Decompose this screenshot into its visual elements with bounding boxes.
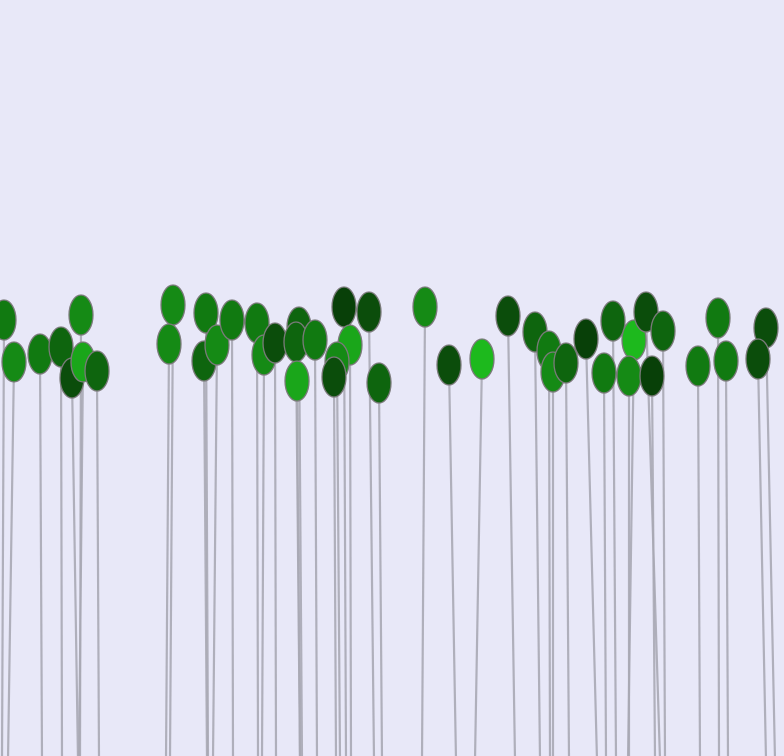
pin-stem bbox=[584, 338, 598, 756]
pin-head bbox=[412, 286, 438, 328]
pin-stem bbox=[59, 346, 64, 756]
pin-head bbox=[27, 333, 53, 375]
pin-stem bbox=[273, 342, 278, 756]
pin-stem bbox=[716, 317, 721, 756]
pin-stem bbox=[506, 315, 517, 756]
pin-head bbox=[616, 355, 642, 397]
pin-stem bbox=[533, 331, 542, 756]
pin-head bbox=[331, 286, 357, 328]
pin-head bbox=[321, 356, 347, 398]
pin-stem bbox=[211, 344, 219, 756]
pin-stem bbox=[724, 360, 730, 756]
pin-stem bbox=[313, 339, 319, 756]
pin-stem bbox=[295, 380, 302, 756]
pin-stem bbox=[38, 353, 44, 756]
pin-stem bbox=[255, 322, 260, 756]
pin-head bbox=[553, 342, 579, 384]
pin-stem bbox=[420, 306, 427, 756]
pin-head bbox=[495, 295, 521, 337]
pin-stem bbox=[611, 320, 618, 756]
pin-stem bbox=[661, 330, 667, 756]
pin-head bbox=[639, 355, 665, 397]
pin-head bbox=[573, 318, 599, 360]
pin-stem bbox=[77, 361, 85, 756]
pin-stem bbox=[0, 319, 6, 756]
pin-head bbox=[84, 350, 110, 392]
pin-head bbox=[193, 292, 219, 334]
pin-stem bbox=[602, 372, 608, 756]
pin-head bbox=[436, 344, 462, 386]
pin-stem bbox=[696, 365, 702, 756]
pin-stem bbox=[70, 377, 80, 756]
pin-head bbox=[204, 324, 230, 366]
pin-stem bbox=[230, 319, 235, 756]
pin-head bbox=[713, 340, 739, 382]
pin-head bbox=[160, 284, 186, 326]
pin-head bbox=[356, 291, 382, 333]
pin-stem bbox=[547, 350, 552, 756]
pin-stem bbox=[202, 360, 209, 756]
pin-head bbox=[745, 338, 771, 380]
pin-stem bbox=[260, 354, 266, 756]
pin-head bbox=[591, 352, 617, 394]
pin-stem bbox=[95, 370, 101, 756]
heads-layer bbox=[0, 284, 779, 404]
pin-stem bbox=[473, 358, 484, 756]
pin-stem bbox=[756, 358, 768, 756]
pin-head bbox=[219, 299, 245, 341]
pin-head bbox=[284, 360, 310, 402]
pin-stem bbox=[164, 343, 171, 756]
pin-head bbox=[600, 300, 626, 342]
pin-stem bbox=[332, 376, 338, 756]
pin-stem bbox=[564, 362, 571, 756]
pin-head bbox=[685, 345, 711, 387]
pin-head bbox=[650, 310, 676, 352]
pin-head bbox=[302, 319, 328, 361]
pin-stem bbox=[764, 327, 777, 756]
stems-layer bbox=[0, 304, 777, 756]
pin-head bbox=[366, 362, 392, 404]
pin-stem bbox=[6, 361, 16, 756]
pin-head bbox=[469, 338, 495, 380]
pin-stem bbox=[348, 344, 353, 756]
pin-head bbox=[156, 323, 182, 365]
pin-head bbox=[705, 297, 731, 339]
pin-stem bbox=[204, 312, 210, 756]
pin-head bbox=[1, 341, 27, 383]
pin-head bbox=[68, 294, 94, 336]
pin-stem bbox=[377, 382, 384, 756]
pin-stem bbox=[447, 364, 458, 756]
pin-stem bbox=[650, 375, 657, 756]
pin-head bbox=[48, 326, 74, 368]
pin-head bbox=[0, 299, 17, 341]
pin-stem bbox=[335, 361, 342, 756]
pin-stem bbox=[168, 304, 175, 756]
